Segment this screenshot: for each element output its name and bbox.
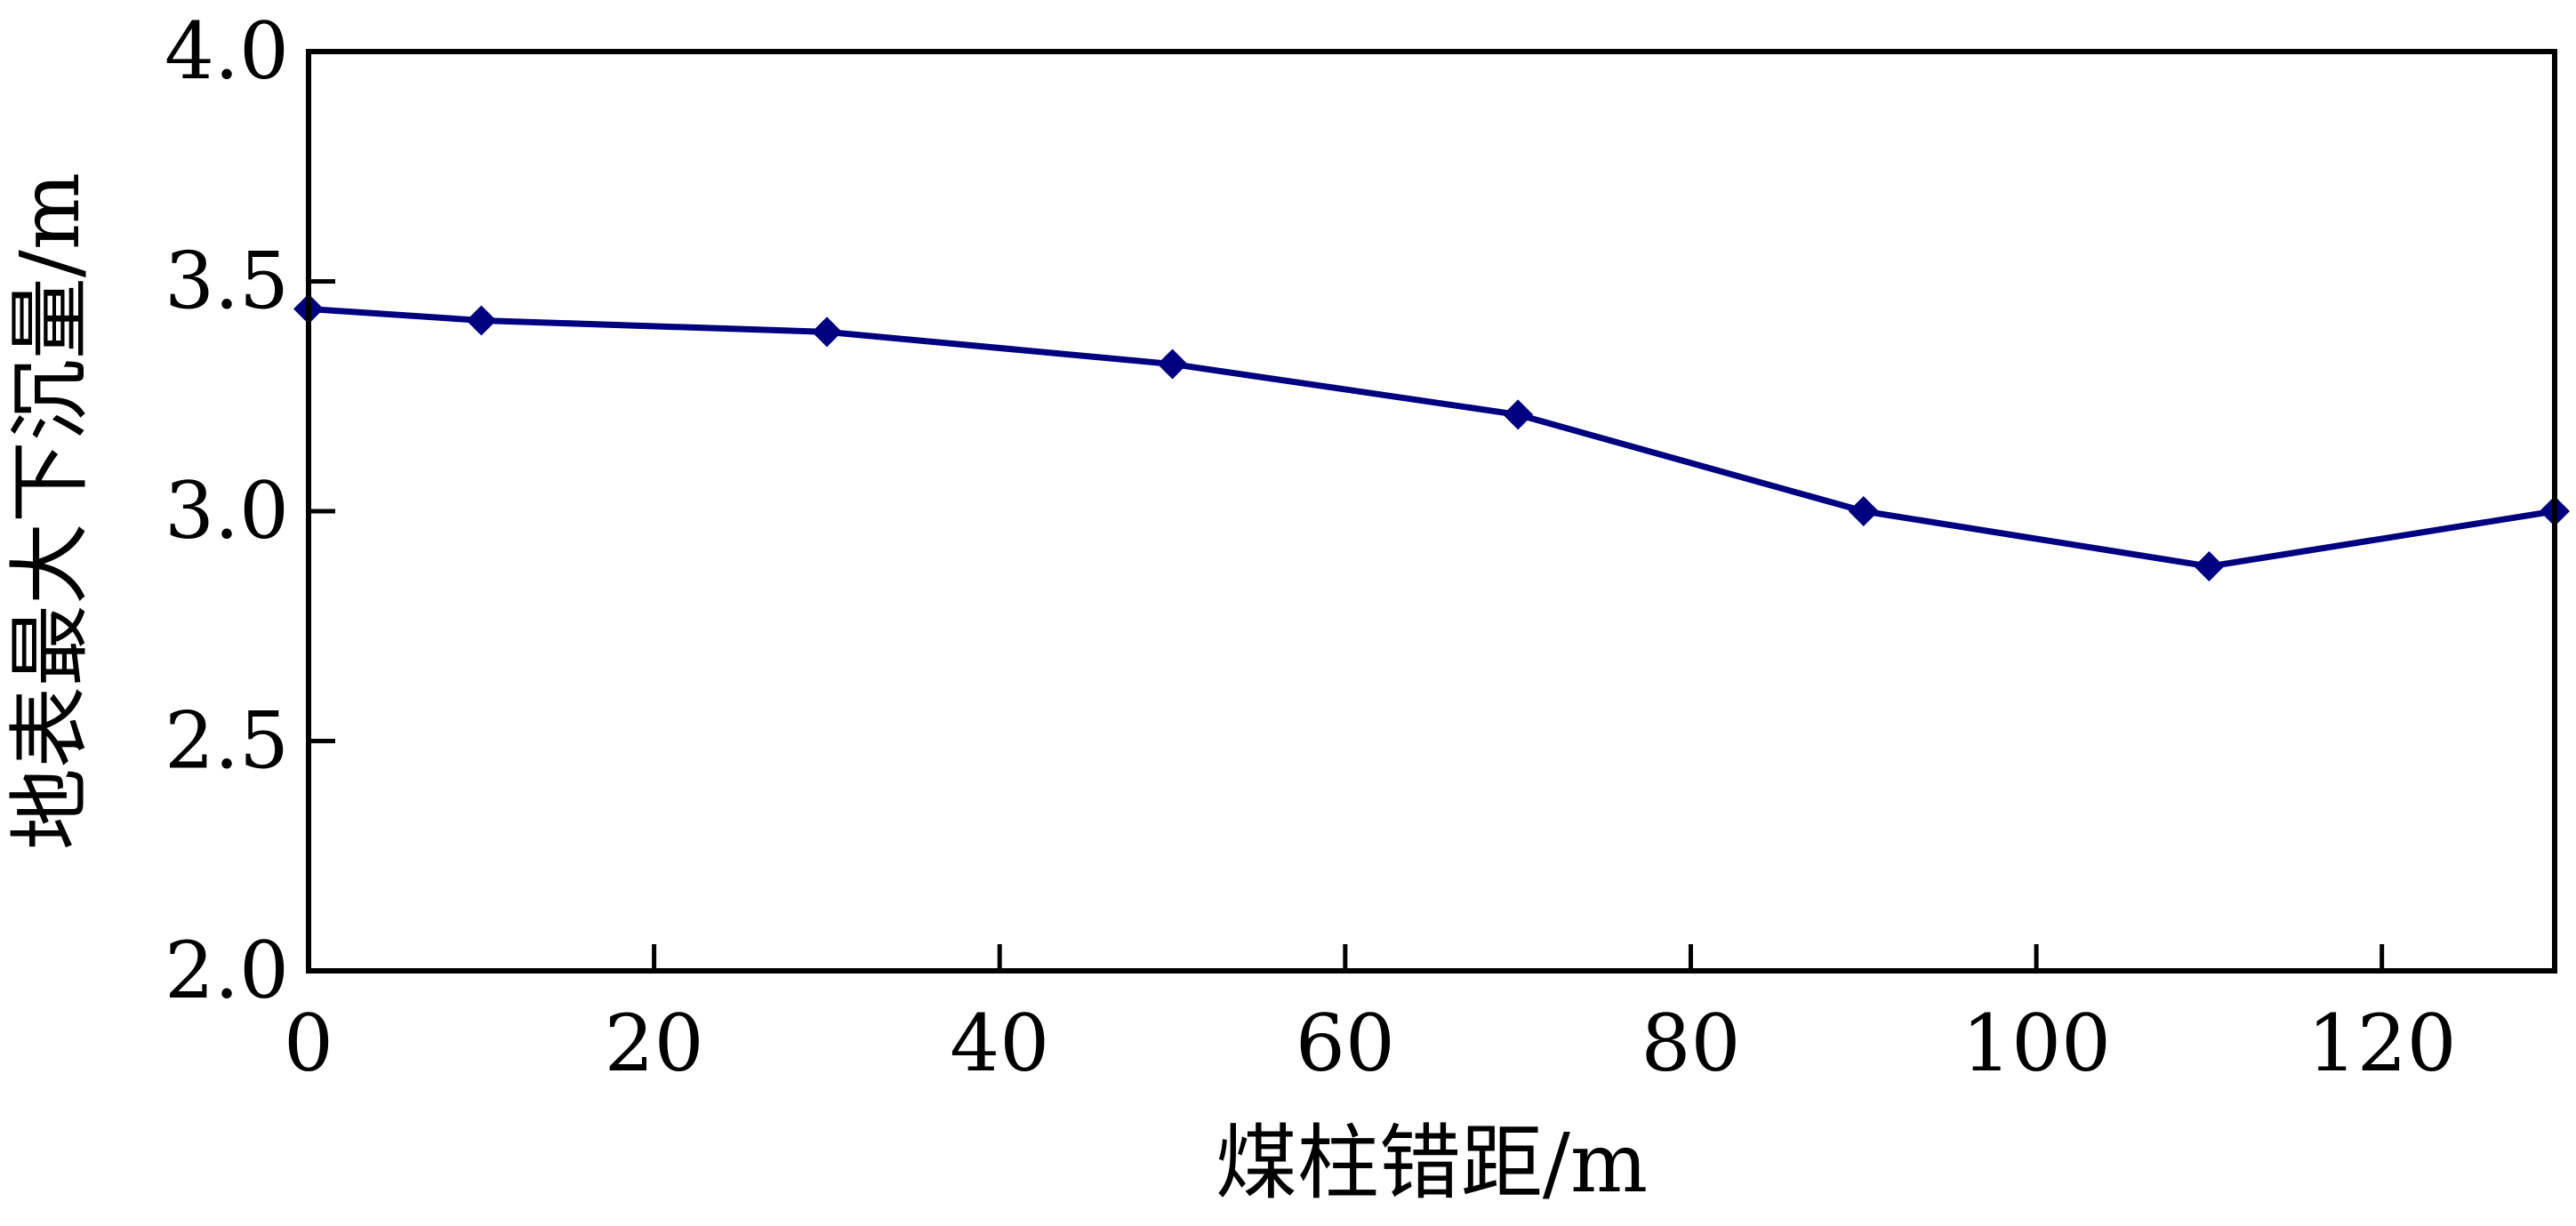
data-point-marker bbox=[1157, 349, 1188, 380]
series-layer bbox=[293, 293, 2570, 582]
data-point-marker bbox=[1503, 399, 1534, 430]
x-tick-label: 20 bbox=[605, 998, 704, 1089]
plot-frame bbox=[306, 49, 2557, 974]
x-tick-label: 40 bbox=[950, 998, 1049, 1089]
y-tick-label: 3.0 bbox=[165, 465, 289, 557]
x-tick-labels: 0 20 40 60 80 100 120 bbox=[284, 998, 2457, 1089]
y-tick-label: 3.5 bbox=[165, 236, 289, 327]
y-tick-label: 4.0 bbox=[165, 5, 289, 97]
x-tick-label: 80 bbox=[1641, 998, 1740, 1089]
y-axis-ticks bbox=[309, 49, 335, 974]
y-tick-label: 2.5 bbox=[165, 695, 289, 787]
x-axis-ticks bbox=[306, 944, 2385, 971]
y-tick-labels: 2.0 2.5 3.0 3.5 4.0 bbox=[165, 5, 289, 1016]
data-point-marker bbox=[466, 305, 497, 336]
x-tick-label: 60 bbox=[1296, 998, 1395, 1089]
data-point-marker bbox=[811, 317, 842, 348]
series-line bbox=[308, 306, 2556, 570]
y-axis-label: 地表最大下沉量/m bbox=[3, 172, 98, 850]
x-tick-label: 120 bbox=[2307, 998, 2457, 1089]
data-point-marker bbox=[2194, 551, 2225, 582]
x-tick-label: 100 bbox=[1962, 998, 2111, 1089]
data-point-marker bbox=[1848, 496, 1879, 526]
x-axis-label: 煤柱错距/m bbox=[1216, 1116, 1648, 1211]
y-tick-label: 2.0 bbox=[165, 925, 289, 1016]
x-tick-label: 0 bbox=[284, 998, 333, 1089]
